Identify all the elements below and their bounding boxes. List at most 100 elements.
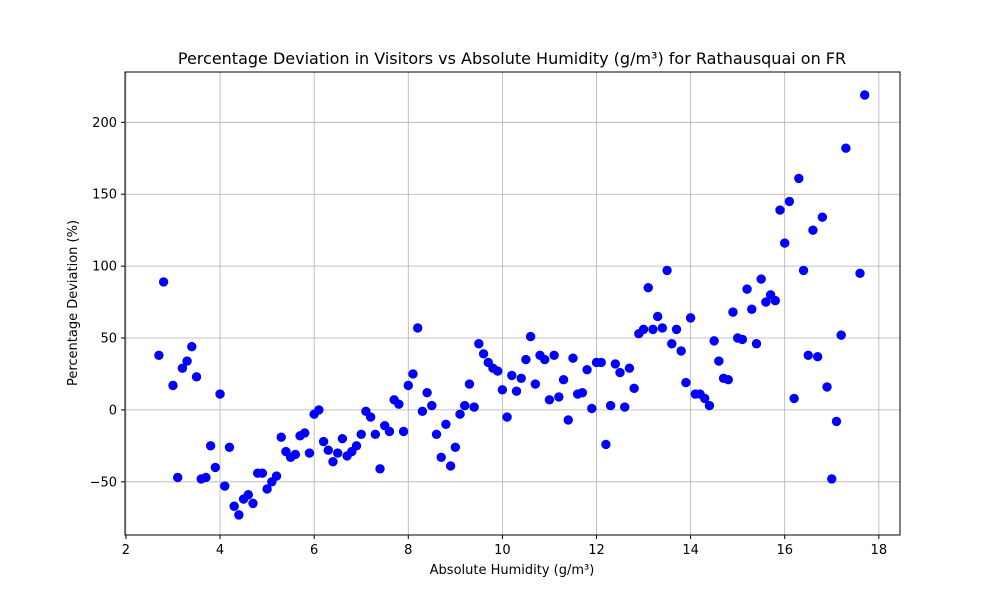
scatter-point bbox=[808, 225, 818, 235]
scatter-point bbox=[168, 380, 178, 391]
scatter-point bbox=[356, 429, 366, 440]
scatter-point bbox=[841, 143, 851, 153]
y-tick-label: 0 bbox=[109, 403, 117, 418]
scatter-point bbox=[370, 429, 381, 440]
scatter-point bbox=[248, 498, 258, 509]
x-tick-label: 18 bbox=[871, 543, 888, 558]
scatter-point bbox=[469, 402, 479, 412]
scatter-point bbox=[521, 354, 531, 365]
scatter-point bbox=[662, 265, 672, 276]
scatter-point bbox=[756, 274, 766, 284]
scatter-point bbox=[417, 406, 428, 417]
x-tick-label: 12 bbox=[588, 543, 605, 558]
scatter-point bbox=[700, 393, 710, 404]
scatter-point bbox=[455, 409, 465, 419]
scatter-point bbox=[620, 402, 630, 412]
scatter-point bbox=[723, 375, 733, 385]
scatter-point bbox=[422, 387, 432, 398]
x-axis: 2 4 6 8 10 12 14 16 18 bbox=[122, 535, 887, 558]
scatter-point bbox=[558, 375, 569, 385]
scatter-point bbox=[511, 386, 522, 396]
scatter-point bbox=[337, 433, 348, 444]
scatter-point bbox=[812, 352, 823, 362]
scatter-point bbox=[290, 449, 301, 460]
scatter-point bbox=[384, 426, 395, 437]
scatter-point bbox=[502, 412, 512, 422]
scatter-point bbox=[516, 373, 526, 383]
scatter-point bbox=[728, 307, 738, 317]
scatter-point bbox=[676, 346, 686, 356]
scatter-point bbox=[780, 238, 790, 248]
x-tick-label: 8 bbox=[404, 543, 412, 558]
scatter-point bbox=[747, 304, 757, 314]
scatter-point bbox=[803, 350, 813, 360]
scatter-point bbox=[831, 416, 842, 427]
scatter-point bbox=[714, 356, 724, 366]
scatter-point bbox=[761, 297, 771, 307]
scatter-point bbox=[568, 353, 578, 363]
scatter-point bbox=[544, 395, 555, 405]
scatter-point bbox=[351, 441, 362, 451]
scatter-point bbox=[817, 212, 828, 222]
x-tick-label: 14 bbox=[682, 543, 699, 558]
scatter-point bbox=[827, 474, 837, 484]
scatter-point bbox=[681, 377, 691, 388]
scatter-point bbox=[624, 363, 635, 373]
scatter-point bbox=[497, 385, 508, 395]
scatter-point bbox=[794, 173, 804, 184]
y-axis: −50 0 50 100 150 200 bbox=[90, 116, 125, 490]
scatter-point bbox=[638, 324, 649, 335]
scatter-point bbox=[182, 356, 192, 366]
scatter-point bbox=[530, 379, 541, 389]
scatter-point bbox=[525, 331, 536, 342]
x-tick-label: 6 bbox=[310, 543, 318, 558]
scatter-point bbox=[177, 363, 188, 373]
scatter-point bbox=[332, 448, 343, 458]
scatter-point bbox=[596, 357, 606, 368]
scatter-point bbox=[224, 442, 235, 452]
y-tick-label: 150 bbox=[92, 188, 117, 203]
scatter-point bbox=[234, 510, 244, 520]
scatter-point bbox=[394, 399, 404, 409]
scatter-point bbox=[648, 324, 658, 335]
scatter-point bbox=[554, 392, 564, 402]
scatter-point bbox=[704, 400, 715, 411]
scatter-point bbox=[549, 350, 559, 360]
scatter-point bbox=[328, 456, 338, 467]
scatter-point bbox=[770, 295, 781, 306]
scatter-point bbox=[836, 330, 846, 340]
scatter-point bbox=[860, 90, 870, 100]
scatter-point bbox=[403, 380, 413, 391]
scatter-point bbox=[492, 366, 503, 376]
x-tick-label: 16 bbox=[776, 543, 793, 558]
scatter-point bbox=[540, 354, 550, 365]
scatter-point bbox=[450, 442, 461, 452]
scatter-point bbox=[784, 196, 795, 207]
scatter-point bbox=[629, 383, 639, 394]
scatter-point bbox=[436, 452, 446, 463]
scatter-point bbox=[323, 445, 333, 455]
scatter-point bbox=[474, 339, 484, 349]
scatter-point bbox=[229, 501, 239, 511]
scatter-point bbox=[191, 372, 202, 382]
y-tick-label: −50 bbox=[90, 475, 117, 490]
scatter-point bbox=[318, 436, 329, 447]
x-axis-label: Absolute Humidity (g/m³) bbox=[430, 563, 595, 578]
scatter-point bbox=[187, 341, 197, 352]
scatter-point bbox=[375, 464, 385, 474]
plot-frame bbox=[124, 71, 901, 536]
scatter-point bbox=[220, 481, 230, 491]
x-tick-label: 4 bbox=[216, 543, 224, 558]
data-points bbox=[154, 90, 870, 520]
scatter-point bbox=[507, 370, 517, 381]
scatter-point bbox=[605, 400, 616, 411]
scatter-point bbox=[271, 471, 282, 481]
scatter-point bbox=[460, 400, 470, 411]
scatter-point bbox=[205, 441, 216, 451]
scatter-point bbox=[855, 268, 865, 279]
scatter-point bbox=[412, 323, 423, 333]
scatter-point bbox=[582, 364, 592, 375]
scatter-point bbox=[398, 426, 409, 437]
